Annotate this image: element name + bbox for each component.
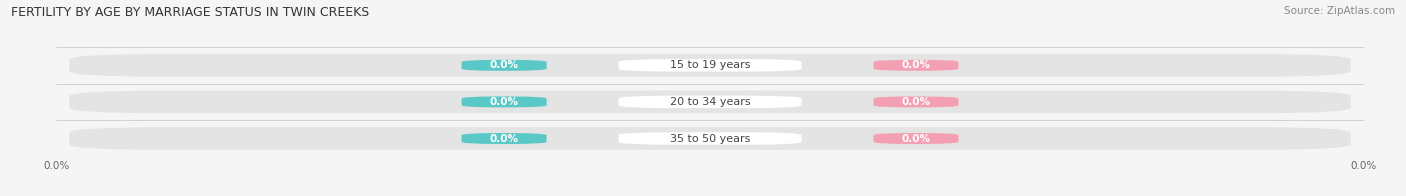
Text: FERTILITY BY AGE BY MARRIAGE STATUS IN TWIN CREEKS: FERTILITY BY AGE BY MARRIAGE STATUS IN T… (11, 6, 370, 19)
FancyBboxPatch shape (69, 91, 1351, 113)
Text: 0.0%: 0.0% (489, 133, 519, 143)
FancyBboxPatch shape (69, 54, 1351, 77)
FancyBboxPatch shape (461, 96, 547, 107)
Text: 20 to 34 years: 20 to 34 years (669, 97, 751, 107)
FancyBboxPatch shape (873, 96, 959, 107)
FancyBboxPatch shape (461, 60, 547, 71)
FancyBboxPatch shape (873, 60, 959, 71)
Text: 0.0%: 0.0% (901, 60, 931, 70)
FancyBboxPatch shape (619, 96, 801, 108)
FancyBboxPatch shape (69, 127, 1351, 150)
Text: 0.0%: 0.0% (489, 97, 519, 107)
Text: Source: ZipAtlas.com: Source: ZipAtlas.com (1284, 6, 1395, 16)
FancyBboxPatch shape (619, 132, 801, 145)
Text: 0.0%: 0.0% (901, 97, 931, 107)
Text: 35 to 50 years: 35 to 50 years (669, 133, 751, 143)
FancyBboxPatch shape (873, 133, 959, 144)
Text: 15 to 19 years: 15 to 19 years (669, 60, 751, 70)
FancyBboxPatch shape (461, 133, 547, 144)
Text: 0.0%: 0.0% (901, 133, 931, 143)
Text: 0.0%: 0.0% (489, 60, 519, 70)
FancyBboxPatch shape (619, 59, 801, 72)
